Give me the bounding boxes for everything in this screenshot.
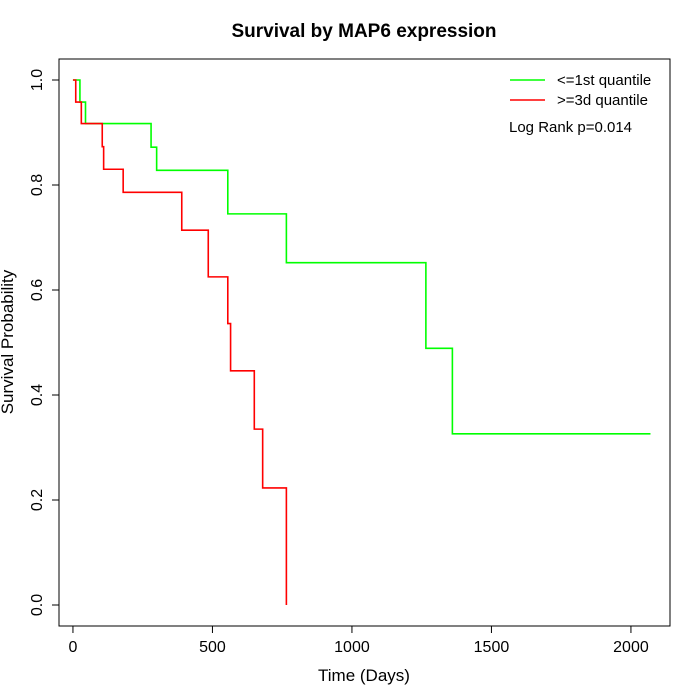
y-tick-label: 0.0 [29,594,46,616]
y-axis: 0.0 0.2 0.4 0.6 0.8 1.0 [29,69,60,616]
x-axis-label: Time (Days) [318,666,410,685]
series-layer [72,79,651,605]
legend-label: <=1st quantile [557,72,651,89]
y-tick-label: 0.2 [29,489,46,511]
y-tick-label: 1.0 [29,69,46,91]
x-tick-label: 0 [68,639,77,656]
survival-curve-1 [72,79,651,435]
legend-label: >=3d quantile [557,92,648,109]
survival-curve-2 [72,79,288,605]
y-tick-label: 0.8 [29,174,46,196]
x-axis: 0 500 1000 1500 2000 [68,625,649,656]
x-tick-label: 1500 [474,639,510,656]
x-tick-label: 500 [199,639,226,656]
x-tick-label: 1000 [334,639,370,656]
legend: <=1st quantile >=3d quantile [510,72,651,109]
log-rank-annotation: Log Rank p=0.014 [509,119,632,136]
y-tick-label: 0.4 [29,384,46,406]
chart-title: Survival by MAP6 expression [231,21,496,42]
y-axis-label: Survival Probability [0,269,17,414]
y-tick-label: 0.6 [29,279,46,301]
x-tick-label: 2000 [613,639,649,656]
